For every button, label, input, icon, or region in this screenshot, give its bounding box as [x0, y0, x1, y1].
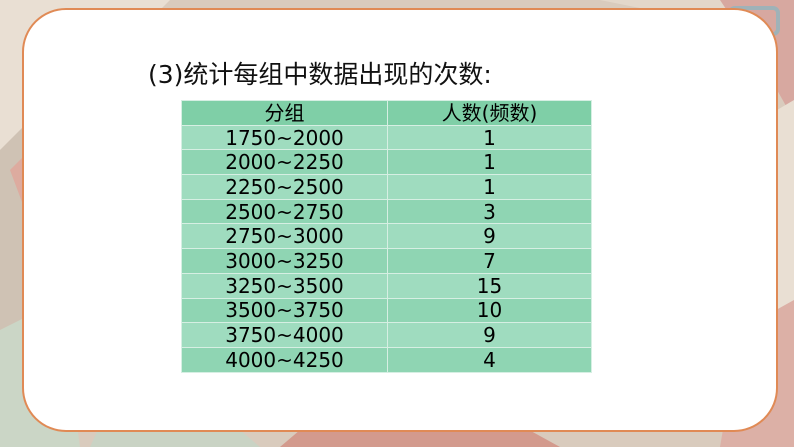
group-cell: 3000~3250	[181, 248, 388, 274]
group-cell: 2500~2750	[181, 198, 388, 225]
table-row: 2750~3000 9	[181, 223, 592, 250]
table-row: 2000~2250 1	[181, 149, 592, 176]
table-row: 2250~2500 1	[181, 174, 592, 200]
table-row: 1750~2000 1	[181, 124, 592, 151]
group-cell: 3500~3750	[181, 297, 388, 324]
table-row: 2500~2750 3	[181, 198, 592, 225]
group-cell: 3750~4000	[181, 322, 388, 348]
group-cell: 2000~2250	[181, 149, 388, 176]
question-heading: (3)统计每组中数据出现的次数:	[148, 60, 492, 89]
frequency-cell: 15	[387, 272, 592, 299]
group-cell: 3250~3500	[181, 272, 388, 299]
group-cell: 1750~2000	[181, 124, 388, 151]
table-row: 3500~3750 10	[181, 297, 592, 324]
group-cell: 4000~4250	[181, 346, 388, 373]
frequency-cell: 7	[387, 248, 592, 274]
frequency-cell: 10	[387, 297, 592, 324]
table-row: 3250~3500 15	[181, 272, 592, 299]
table-row: 4000~4250 4	[181, 346, 592, 373]
table-header-row: 分组 人数(频数)	[181, 100, 592, 126]
group-cell: 2250~2500	[181, 174, 388, 200]
frequency-cell: 3	[387, 198, 592, 225]
column-header-frequency: 人数(频数)	[387, 100, 592, 126]
table-row: 3750~4000 9	[181, 322, 592, 348]
frequency-cell: 1	[387, 124, 592, 151]
table-row: 3000~3250 7	[181, 248, 592, 274]
frequency-table: 分组 人数(频数) 1750~2000 1 2000~2250 1 2250~2…	[181, 100, 592, 373]
frequency-cell: 9	[387, 322, 592, 348]
frequency-cell: 4	[387, 346, 592, 373]
group-cell: 2750~3000	[181, 223, 388, 250]
frequency-cell: 9	[387, 223, 592, 250]
frequency-cell: 1	[387, 174, 592, 200]
frequency-cell: 1	[387, 149, 592, 176]
column-header-group: 分组	[181, 100, 388, 126]
